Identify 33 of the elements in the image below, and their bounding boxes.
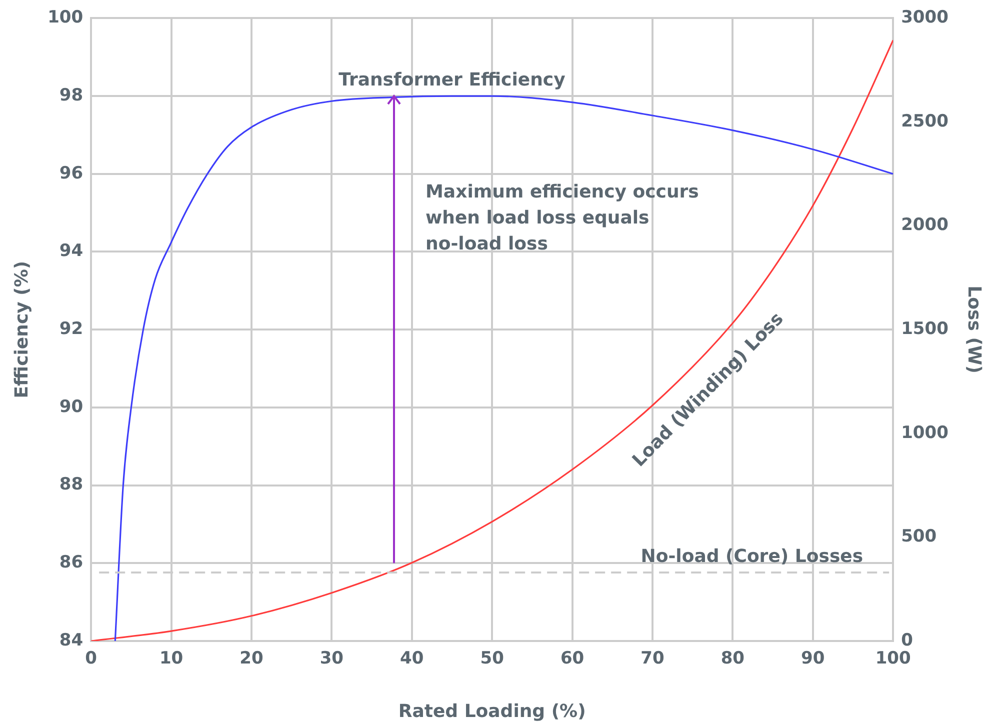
y2-axis-title: Loss (W) <box>964 286 985 374</box>
ref-line-label: No-load (Core) Losses <box>640 546 864 568</box>
x-tick-label: 100 <box>875 648 911 669</box>
y-tick-label: 86 <box>59 552 84 573</box>
y-tick-label: 84 <box>59 630 84 650</box>
annotation: Maximum efficiency occurs when load loss equals no-load loss <box>426 181 699 254</box>
x-tick-label: 80 <box>720 648 745 669</box>
y2-tick-label: 1500 <box>901 319 949 340</box>
x-tick-label: 90 <box>801 648 825 669</box>
x-tick-label: 50 <box>480 648 504 669</box>
y-tick-label: 98 <box>59 85 84 106</box>
x-tick-label: 0 <box>85 648 98 669</box>
y-tick-label: 96 <box>59 163 84 184</box>
y-tick-label: 100 <box>48 8 84 28</box>
x-tick-label: 10 <box>159 648 184 669</box>
x-tick-label: 60 <box>560 648 584 669</box>
y-tick-label: 92 <box>59 319 84 340</box>
y2-tick-label: 1000 <box>901 422 949 443</box>
x-tick-label: 30 <box>320 648 344 669</box>
x-tick-label: 20 <box>240 648 264 669</box>
y-tick-label: 94 <box>59 241 84 262</box>
y2-tick-label: 500 <box>901 526 937 547</box>
y2-tick-label: 3000 <box>901 8 949 28</box>
y2-tick-label: 2000 <box>901 215 949 236</box>
x-tick-label: 70 <box>640 648 664 669</box>
y-tick-label: 88 <box>59 474 84 495</box>
y2-tick-label: 0 <box>901 630 914 650</box>
y-axis-title: Efficiency (%) <box>11 260 32 398</box>
x-axis-title: Rated Loading (%) <box>398 700 586 722</box>
y2-tick-label: 2500 <box>901 111 949 132</box>
series-label: Transformer Efficiency <box>338 70 566 91</box>
y-tick-label: 90 <box>59 396 84 417</box>
x-tick-label: 40 <box>400 648 424 669</box>
